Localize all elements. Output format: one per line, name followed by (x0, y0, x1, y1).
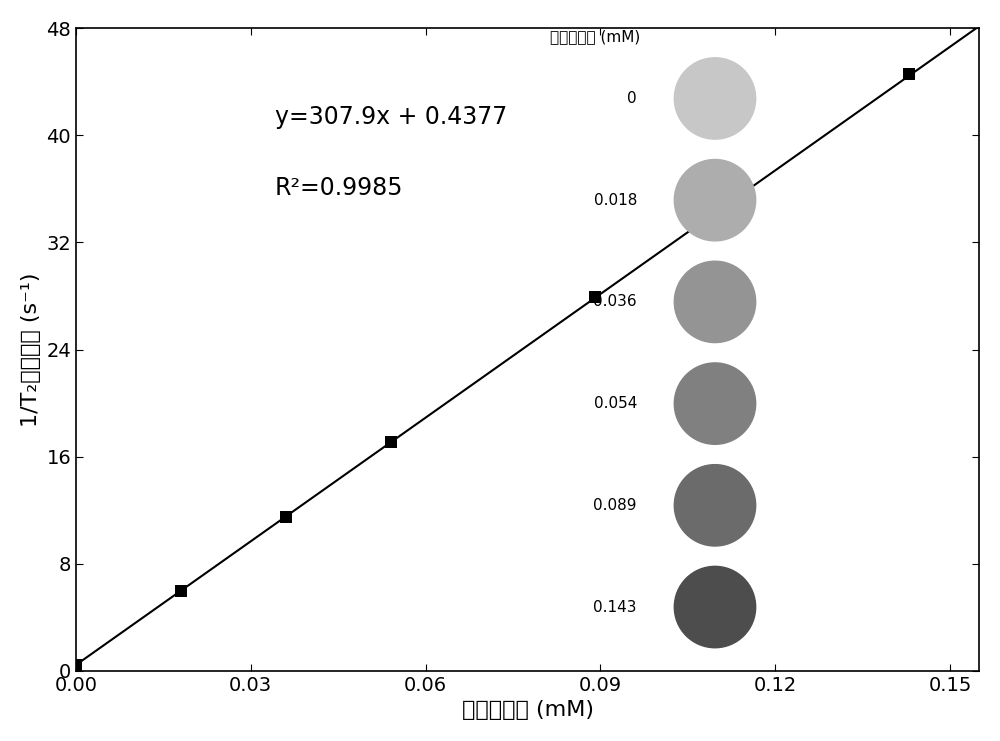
Point (587, 291, 603, 303)
Text: 0.143: 0.143 (593, 599, 637, 614)
Text: 铁元素浓度 (mM): 铁元素浓度 (mM) (550, 29, 640, 44)
X-axis label: 铁元素浓度 (mM): 铁元素浓度 (mM) (462, 700, 594, 720)
Ellipse shape (674, 566, 756, 648)
Point (901, 68, 917, 80)
Ellipse shape (674, 58, 756, 139)
Point (278, 511, 294, 523)
Text: y=307.9x + 0.4377: y=307.9x + 0.4377 (275, 105, 507, 130)
Text: 0.018: 0.018 (594, 193, 637, 207)
Ellipse shape (674, 465, 756, 546)
Ellipse shape (674, 159, 756, 241)
Text: 0.089: 0.089 (593, 498, 637, 513)
Point (173, 585, 189, 597)
Point (383, 436, 399, 448)
Text: 0.054: 0.054 (594, 396, 637, 411)
Point (68, 659, 84, 671)
Text: R²=0.9985: R²=0.9985 (275, 176, 403, 200)
Text: 0.036: 0.036 (593, 294, 637, 310)
Y-axis label: 1/T₂弛象时间 (s⁻¹): 1/T₂弛象时间 (s⁻¹) (21, 272, 41, 427)
Ellipse shape (674, 363, 756, 445)
Text: 0: 0 (627, 91, 637, 106)
Ellipse shape (674, 262, 756, 342)
